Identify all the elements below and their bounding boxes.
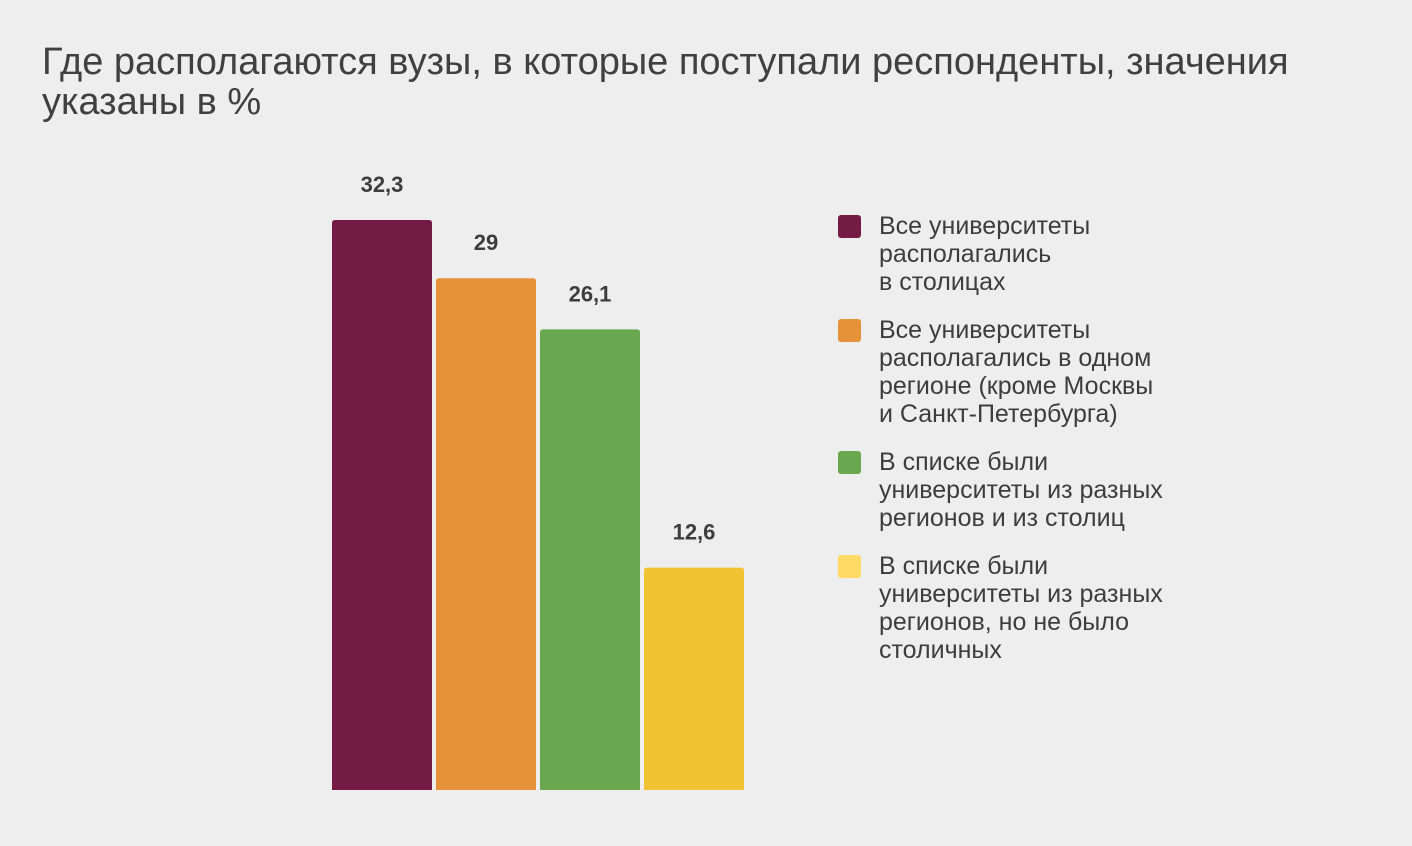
legend-label: В списке были университеты из разных рег… — [879, 552, 1163, 664]
legend-swatch — [838, 555, 861, 578]
legend-label: Все университеты располагались в одном р… — [879, 316, 1154, 428]
legend-item: Все университеты располагались в одном р… — [838, 316, 1238, 428]
legend-item: В списке были университеты из разных рег… — [838, 448, 1238, 532]
bar-value-label: 29 — [474, 230, 498, 255]
bar — [436, 278, 536, 790]
legend-swatch — [838, 451, 861, 474]
legend: Все университеты располагались в столица… — [838, 212, 1238, 684]
legend-item: В списке были университеты из разных рег… — [838, 552, 1238, 664]
bar — [332, 220, 432, 790]
chart-title: Где располагаются вузы, в которые поступ… — [42, 41, 1289, 123]
legend-label: В списке были университеты из разных рег… — [879, 448, 1163, 532]
bar — [540, 329, 640, 790]
legend-swatch — [838, 215, 861, 238]
bar-value-label: 32,3 — [361, 172, 404, 197]
bar-value-label: 12,6 — [673, 520, 716, 545]
bar-value-label: 26,1 — [569, 281, 612, 306]
legend-item: Все университеты располагались в столица… — [838, 212, 1238, 296]
legend-label: Все университеты располагались в столица… — [879, 212, 1091, 296]
legend-swatch — [838, 319, 861, 342]
bar — [644, 567, 744, 790]
